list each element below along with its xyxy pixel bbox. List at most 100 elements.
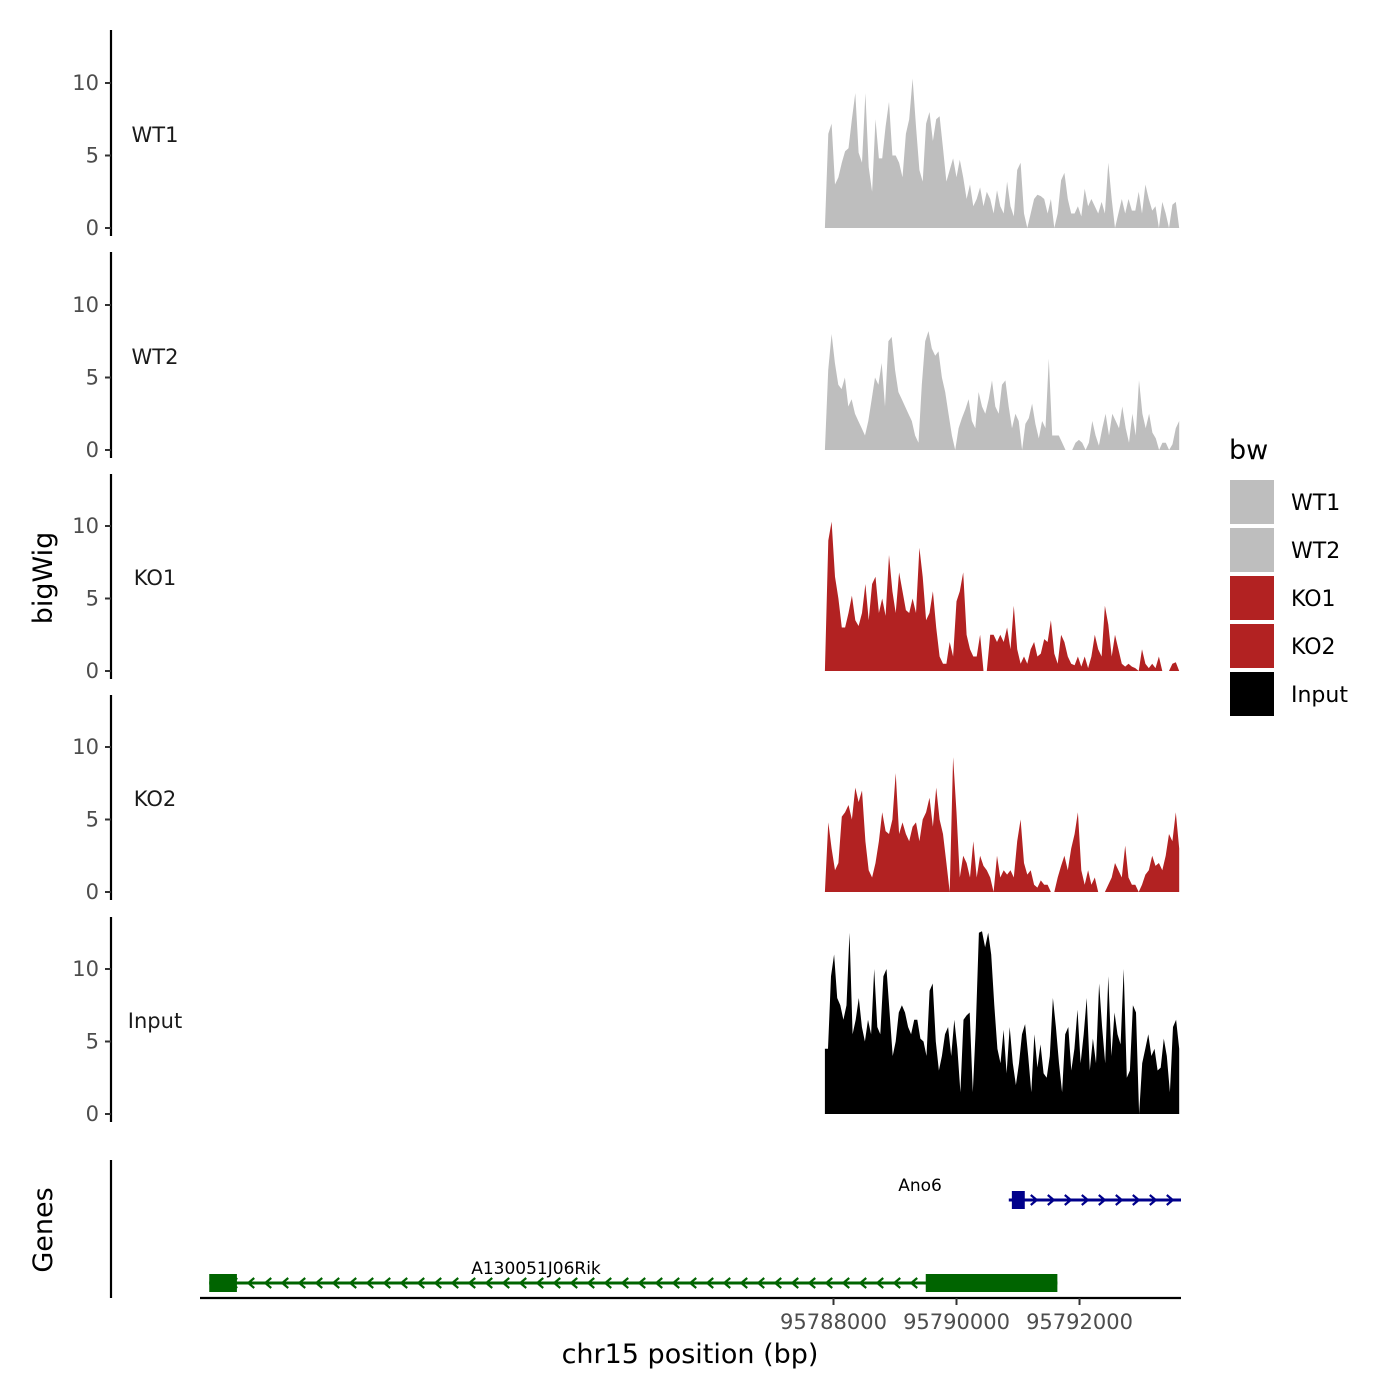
strand-arrow bbox=[365, 1277, 374, 1289]
genes-axis-title: Genes bbox=[28, 1187, 59, 1272]
legend-title: bw bbox=[1229, 435, 1268, 466]
gene-ano6: Ano6 bbox=[898, 1176, 1181, 1209]
strand-arrow bbox=[671, 1277, 680, 1289]
strand-arrow bbox=[433, 1277, 442, 1289]
strand-arrow bbox=[552, 1277, 561, 1289]
strand-arrow bbox=[501, 1277, 510, 1289]
strand-arrow bbox=[1064, 1194, 1073, 1206]
x-tick-label: 95790000 bbox=[903, 1310, 1010, 1334]
y-tick-label: 10 bbox=[72, 71, 99, 95]
legend-label-wt2: WT2 bbox=[1291, 539, 1340, 564]
track-ko1: 0 5 10 KO1 bbox=[72, 474, 1180, 683]
strand-arrow bbox=[297, 1277, 306, 1289]
genes-track: A130051J06Rik Ano6 bbox=[109, 1160, 1181, 1298]
exon bbox=[925, 1274, 1058, 1292]
strand-arrow bbox=[807, 1277, 816, 1289]
legend-label-ko2: KO2 bbox=[1291, 635, 1336, 660]
y-tick-label: 10 bbox=[72, 957, 99, 981]
strand-arrow bbox=[705, 1277, 714, 1289]
y-tick-label: 0 bbox=[86, 880, 99, 904]
track-wt2: 0 5 10 WT2 bbox=[72, 252, 1180, 462]
signal-tracks: 0 5 10 WT1 0 5 10 WT2 0 5 10 KO1 0 5 10 KO2 0 5 10 Input bbox=[72, 30, 1180, 1126]
y-tick-label: 5 bbox=[86, 366, 99, 390]
strand-arrow bbox=[773, 1277, 782, 1289]
strand-arrow bbox=[841, 1277, 850, 1289]
y-tick-label: 0 bbox=[86, 438, 99, 462]
legend-label-input: Input bbox=[1291, 683, 1348, 708]
strand-arrow bbox=[1098, 1194, 1107, 1206]
area-ko1 bbox=[824, 521, 1180, 671]
strand-arrow bbox=[263, 1277, 272, 1289]
x-tick-label: 95788000 bbox=[780, 1310, 887, 1334]
exon bbox=[1011, 1191, 1025, 1209]
legend-label-wt1: WT1 bbox=[1291, 491, 1340, 516]
legend: bw WT1 WT2 KO1 KO2 Input bbox=[1229, 435, 1348, 716]
strand-arrow bbox=[450, 1277, 459, 1289]
y-tick-label: 5 bbox=[86, 808, 99, 832]
y-tick-label: 0 bbox=[86, 1102, 99, 1126]
strand-arrow bbox=[314, 1277, 323, 1289]
x-axis-title: chr15 position (bp) bbox=[562, 1339, 819, 1370]
strand-arrow bbox=[688, 1277, 697, 1289]
track-wt1: 0 5 10 WT1 bbox=[72, 30, 1180, 240]
y-tick-label: 0 bbox=[86, 659, 99, 683]
track-ko2: 0 5 10 KO2 bbox=[72, 695, 1180, 904]
strand-arrow bbox=[331, 1277, 340, 1289]
strand-arrow bbox=[603, 1277, 612, 1289]
strand-arrow bbox=[484, 1277, 493, 1289]
strand-arrow bbox=[1166, 1194, 1175, 1206]
strand-arrow bbox=[824, 1277, 833, 1289]
exon bbox=[209, 1274, 237, 1292]
strand-arrow bbox=[382, 1277, 391, 1289]
y-tick-label: 10 bbox=[72, 514, 99, 538]
area-wt2 bbox=[824, 331, 1180, 450]
y-tick-label: 5 bbox=[86, 1030, 99, 1054]
strand-arrow bbox=[739, 1277, 748, 1289]
legend-key-ko2 bbox=[1230, 624, 1274, 668]
strand-arrow bbox=[1115, 1194, 1124, 1206]
strand-arrow bbox=[1030, 1194, 1039, 1206]
strand-arrow bbox=[569, 1277, 578, 1289]
strand-arrow bbox=[535, 1277, 544, 1289]
strand-arrow bbox=[348, 1277, 357, 1289]
strand-arrow bbox=[756, 1277, 765, 1289]
strand-arrow bbox=[637, 1277, 646, 1289]
strand-arrow bbox=[416, 1277, 425, 1289]
strand-arrow bbox=[858, 1277, 867, 1289]
y-tick-label: 5 bbox=[86, 587, 99, 611]
y-axis-title: bigWig bbox=[28, 532, 59, 625]
strand-arrow bbox=[246, 1277, 255, 1289]
strand-arrow bbox=[1081, 1194, 1090, 1206]
legend-key-input bbox=[1230, 672, 1274, 716]
legend-key-ko1 bbox=[1230, 576, 1274, 620]
track-label-ko2: KO2 bbox=[134, 787, 177, 811]
gene-label: Ano6 bbox=[898, 1176, 942, 1196]
strand-arrow bbox=[1149, 1194, 1158, 1206]
x-tick-label: 95792000 bbox=[1026, 1310, 1133, 1334]
strand-arrow bbox=[399, 1277, 408, 1289]
track-input: 0 5 10 Input bbox=[72, 917, 1180, 1126]
y-tick-label: 10 bbox=[72, 293, 99, 317]
strand-arrow bbox=[790, 1277, 799, 1289]
legend-label-ko1: KO1 bbox=[1291, 587, 1336, 612]
strand-arrow bbox=[467, 1277, 476, 1289]
y-tick-label: 5 bbox=[86, 144, 99, 168]
strand-arrow bbox=[1132, 1194, 1141, 1206]
y-tick-label: 0 bbox=[86, 216, 99, 240]
track-label-wt1: WT1 bbox=[132, 123, 179, 147]
legend-key-wt1 bbox=[1230, 480, 1274, 524]
track-label-ko1: KO1 bbox=[134, 566, 177, 590]
strand-arrow bbox=[280, 1277, 289, 1289]
strand-arrow bbox=[620, 1277, 629, 1289]
strand-arrow bbox=[909, 1277, 918, 1289]
strand-arrow bbox=[1047, 1194, 1056, 1206]
track-label-wt2: WT2 bbox=[132, 345, 179, 369]
legend-key-wt2 bbox=[1230, 528, 1274, 572]
area-wt1 bbox=[824, 78, 1180, 228]
track-label-input: Input bbox=[128, 1009, 182, 1033]
x-axis: 95788000 95790000 95792000 bbox=[200, 1296, 1181, 1334]
gene-label: A130051J06Rik bbox=[471, 1259, 601, 1279]
strand-arrow bbox=[722, 1277, 731, 1289]
strand-arrow bbox=[875, 1277, 884, 1289]
